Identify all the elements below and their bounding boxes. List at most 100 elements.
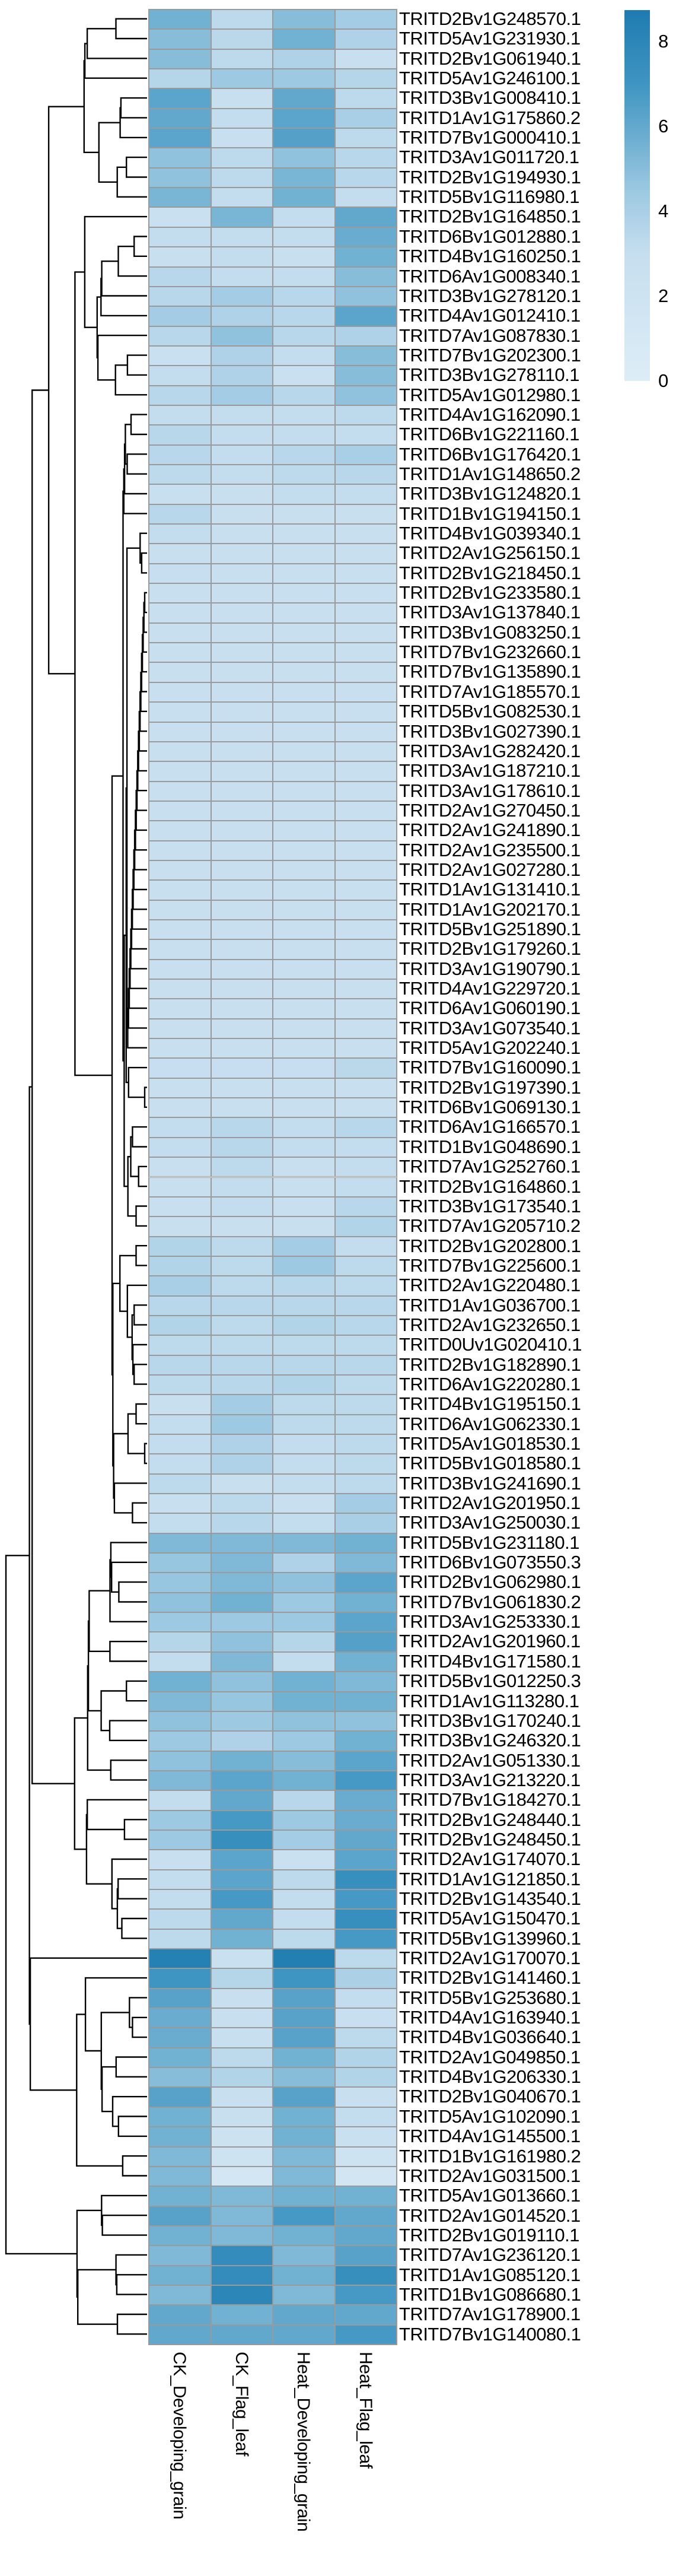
heatmap-cell bbox=[334, 227, 397, 247]
heatmap-cell bbox=[149, 1691, 211, 1711]
row-label: TRITD6Av1G062330.1 bbox=[399, 1413, 581, 1434]
heatmap-cell bbox=[273, 1672, 335, 1692]
heatmap-cell bbox=[334, 207, 397, 227]
colorbar-tick-label: 4 bbox=[658, 200, 669, 221]
heatmap-cell bbox=[211, 306, 273, 326]
heatmap-cell bbox=[334, 2028, 397, 2048]
row-label: TRITD2Bv1G248570.1 bbox=[399, 8, 581, 29]
heatmap-cell bbox=[334, 1157, 397, 1177]
heatmap-cell bbox=[334, 385, 397, 405]
heatmap-cell bbox=[273, 1909, 335, 1929]
heatmap-cell bbox=[334, 128, 397, 148]
heatmap-cell bbox=[273, 1454, 335, 1474]
heatmap-cell bbox=[334, 1592, 397, 1613]
heatmap-cell bbox=[334, 1612, 397, 1632]
heatmap-cell bbox=[211, 959, 273, 980]
row-label: TRITD4Bv1G206330.1 bbox=[399, 2066, 581, 2088]
heatmap-cell bbox=[149, 266, 211, 287]
heatmap-cell bbox=[211, 821, 273, 841]
row-label: TRITD6Av1G220280.1 bbox=[399, 1373, 581, 1395]
heatmap-cell bbox=[211, 840, 273, 860]
heatmap-cell bbox=[211, 1117, 273, 1138]
row-label: TRITD7Bv1G202300.1 bbox=[399, 344, 581, 366]
heatmap-cell bbox=[149, 2324, 211, 2345]
heatmap-cell bbox=[334, 840, 397, 860]
heatmap-cell bbox=[149, 484, 211, 504]
heatmap-cell bbox=[334, 1929, 397, 1949]
heatmap-cell bbox=[273, 2324, 335, 2345]
row-label: TRITD1Bv1G086680.1 bbox=[399, 2283, 581, 2305]
heatmap-cell bbox=[273, 2127, 335, 2147]
row-label: TRITD5Av1G202240.1 bbox=[399, 1037, 581, 1059]
heatmap-cell bbox=[273, 860, 335, 881]
row-label: TRITD6Bv1G221160.1 bbox=[399, 424, 580, 445]
row-label: TRITD7Bv1G140080.1 bbox=[399, 2323, 581, 2345]
row-label: TRITD7Bv1G061830.2 bbox=[399, 1591, 581, 1612]
heatmap-cell bbox=[149, 247, 211, 267]
heatmap-cell bbox=[273, 2067, 335, 2088]
colorbar-tick-label: 6 bbox=[658, 115, 669, 136]
heatmap-cell bbox=[149, 1553, 211, 1573]
heatmap-cell bbox=[211, 464, 273, 485]
heatmap-cell bbox=[211, 1612, 273, 1632]
heatmap-cell bbox=[211, 801, 273, 821]
row-label: TRITD2Bv1G164860.1 bbox=[399, 1176, 581, 1197]
row-label: TRITD2Av1G232650.1 bbox=[399, 1314, 581, 1335]
heatmap-cell bbox=[211, 1731, 273, 1751]
heatmap-cell bbox=[334, 1236, 397, 1256]
heatmap-cell bbox=[149, 1770, 211, 1791]
heatmap-cell bbox=[149, 2285, 211, 2305]
heatmap-cell bbox=[273, 1751, 335, 1771]
heatmap-cell bbox=[211, 2245, 273, 2266]
heatmap-cell bbox=[211, 1968, 273, 1989]
heatmap-cell bbox=[273, 484, 335, 504]
heatmap-cell bbox=[273, 2225, 335, 2246]
heatmap-cell bbox=[334, 1276, 397, 1296]
heatmap-cell bbox=[273, 622, 335, 643]
heatmap-cell bbox=[149, 682, 211, 703]
row-label: TRITD2Bv1G194930.1 bbox=[399, 166, 581, 188]
heatmap-cell bbox=[334, 643, 397, 663]
heatmap-cell bbox=[211, 266, 273, 287]
heatmap-cell bbox=[273, 1355, 335, 1375]
heatmap-cell bbox=[149, 1038, 211, 1059]
heatmap-cell bbox=[273, 524, 335, 544]
heatmap-cell bbox=[211, 188, 273, 208]
heatmap-cell bbox=[334, 1553, 397, 1573]
heatmap-cell bbox=[149, 1731, 211, 1751]
heatmap-cell bbox=[149, 9, 211, 30]
heatmap-cell bbox=[211, 2008, 273, 2028]
heatmap-cell bbox=[273, 128, 335, 148]
heatmap-cell bbox=[211, 1276, 273, 1296]
heatmap-cell bbox=[334, 2107, 397, 2127]
heatmap-cell bbox=[149, 1414, 211, 1434]
heatmap-cell bbox=[211, 1414, 273, 1434]
row-label: TRITD4Bv1G036640.1 bbox=[399, 2027, 581, 2048]
heatmap-cell bbox=[273, 1157, 335, 1177]
heatmap-cell bbox=[211, 939, 273, 960]
heatmap-cell bbox=[273, 1829, 335, 1850]
heatmap-cell bbox=[211, 1929, 273, 1949]
heatmap-cell bbox=[273, 1473, 335, 1494]
heatmap-cell bbox=[334, 1216, 397, 1237]
heatmap-cell bbox=[211, 385, 273, 405]
row-label: TRITD2Bv1G179260.1 bbox=[399, 938, 581, 960]
heatmap-cell bbox=[211, 1494, 273, 1514]
row-label: TRITD2Bv1G233580.1 bbox=[399, 582, 581, 603]
row-label: TRITD3Bv1G241690.1 bbox=[399, 1472, 581, 1494]
heatmap-cell bbox=[211, 1038, 273, 1059]
heatmap-cell bbox=[334, 1494, 397, 1514]
heatmap-cell bbox=[273, 504, 335, 525]
row-label: TRITD4Bv1G039340.1 bbox=[399, 523, 581, 544]
heatmap-cell bbox=[211, 1810, 273, 1830]
heatmap-cell bbox=[273, 979, 335, 999]
heatmap-cell bbox=[273, 2166, 335, 2187]
row-label: TRITD5Bv1G253680.1 bbox=[399, 1987, 581, 2008]
row-label: TRITD3Av1G137840.1 bbox=[399, 602, 581, 623]
heatmap-cell bbox=[211, 1533, 273, 1554]
row-label: TRITD3Av1G213220.1 bbox=[399, 1769, 581, 1790]
heatmap-cell bbox=[149, 1672, 211, 1692]
heatmap-cell bbox=[149, 227, 211, 247]
heatmap-cell bbox=[211, 1513, 273, 1533]
heatmap-grid bbox=[148, 9, 397, 2345]
